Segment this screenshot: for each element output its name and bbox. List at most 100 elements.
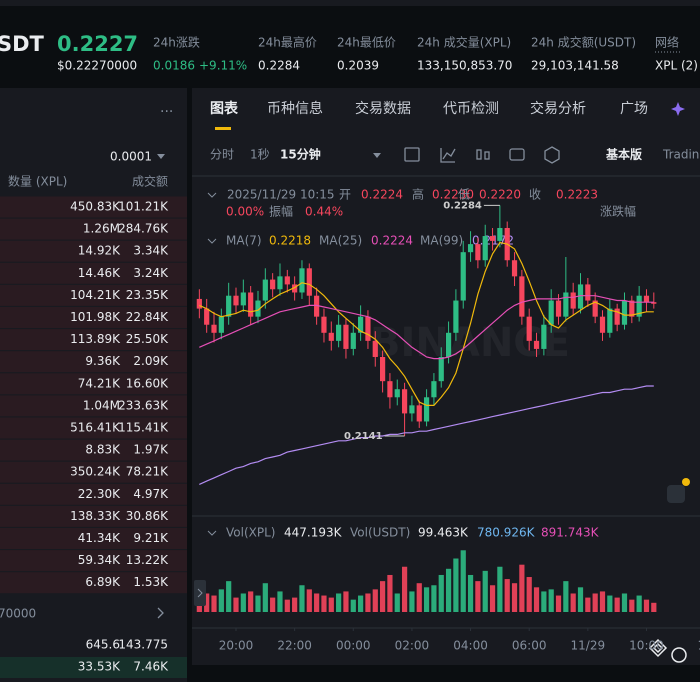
depth-bar [0, 528, 187, 549]
candle-body [284, 276, 290, 285]
volume-bar [299, 585, 305, 612]
interval[interactable]: 15分钟 [280, 147, 321, 162]
icon-line[interactable] [442, 148, 456, 160]
volume-bar [372, 589, 378, 612]
ask-quantity: 59.34K [78, 553, 121, 567]
interval[interactable]: 分时 [210, 148, 234, 162]
candle-body [592, 300, 598, 317]
stat-label: 24h最高价 [258, 35, 317, 50]
candle-body [629, 300, 635, 317]
volume-bar [416, 583, 422, 612]
ask-quantity: 9.36K [85, 354, 121, 368]
ask-amount: 9.21K [133, 531, 169, 545]
ma-value: 0.2224 [371, 234, 413, 248]
interval[interactable]: 1秒 [250, 148, 270, 162]
candle-body [577, 284, 584, 309]
tab[interactable]: 广场 [620, 101, 648, 117]
volume-bar [365, 593, 371, 612]
icon-settings[interactable] [509, 148, 525, 161]
icon-indicator[interactable] [440, 148, 455, 163]
icon-candle[interactable] [484, 151, 490, 160]
volume-bar [314, 593, 320, 612]
menu[interactable]: ··· [160, 104, 173, 120]
volume-bar [233, 597, 239, 612]
icon-calendar[interactable] [404, 147, 420, 162]
stat-label: 24h涨跌 [153, 35, 200, 50]
stat-value: 0.2284 [258, 59, 300, 73]
volume-bar [423, 587, 430, 612]
ask-quantity: 8.83K [85, 443, 121, 457]
at-icon [671, 647, 687, 663]
ohlc-label: 低 [458, 188, 470, 202]
ask-quantity: 14.92K [78, 244, 121, 258]
tab[interactable]: 币种信息 [267, 100, 323, 117]
depth-bar [0, 373, 187, 395]
ask-amount: 1.97K [133, 443, 169, 457]
ask-quantity: 113.89K [70, 332, 121, 346]
tab[interactable]: 交易数据 [355, 100, 411, 117]
candle-body [358, 316, 364, 333]
depth-bar [0, 395, 187, 417]
stat-change: +9.11% [199, 59, 247, 73]
candle-body [585, 284, 591, 301]
sparkle-icon[interactable] [671, 102, 685, 116]
ask-quantity: 74.21K [78, 376, 121, 390]
stat-label: 24h最低价 [337, 36, 396, 50]
tick-size[interactable]: 0.0001 [110, 150, 152, 164]
volume-bar [358, 595, 364, 612]
icon-hex[interactable] [544, 146, 560, 164]
candle-body [489, 236, 496, 241]
candle-body [211, 324, 217, 333]
candle-body [607, 308, 613, 333]
candle-body [621, 300, 628, 325]
candle-body [196, 298, 202, 309]
chevron[interactable] [157, 607, 164, 619]
book-icon[interactable] [667, 485, 685, 503]
bid-amount: 143.775 [118, 638, 168, 652]
candle-body [306, 268, 312, 296]
volume-bar [453, 558, 459, 612]
candle-body [497, 227, 503, 241]
tab[interactable]: 代币检测 [443, 101, 499, 117]
candle-body [519, 276, 525, 317]
candle-body [555, 300, 562, 317]
ohlc-value: 0.2220 [479, 188, 521, 202]
depth-bar [0, 439, 187, 461]
symbol: SDT [0, 32, 45, 56]
ask-amount: 13.22K [126, 553, 169, 567]
scroll-handle[interactable] [194, 580, 206, 606]
candle-body [401, 389, 408, 414]
volume-bar [431, 585, 437, 612]
stat-label: 24h 成交量(XPL) [417, 35, 511, 50]
x-tick-label: 20:00 [219, 639, 254, 653]
icon-candle[interactable] [476, 149, 482, 160]
candle-body [438, 356, 444, 382]
mode[interactable]: 基本版 [605, 147, 642, 162]
volume-bar [394, 593, 400, 612]
dropdown-arrow[interactable] [373, 153, 381, 158]
mode-extra[interactable]: Tradin [662, 148, 699, 162]
volume-bar [607, 595, 613, 612]
x-tick-label: 12 [697, 639, 700, 653]
candle-body [336, 324, 342, 341]
depth-bar [0, 417, 187, 439]
ask-amount: 1.53K [133, 575, 169, 589]
ohlc-label: 振幅 [269, 204, 293, 219]
volume-bar [211, 595, 217, 612]
logo [648, 638, 668, 658]
ask-quantity: 1.26M [83, 222, 120, 236]
volume-bar [636, 595, 642, 612]
volume-bar [248, 591, 254, 612]
candle-body [651, 302, 657, 304]
tab[interactable]: 图表 [210, 100, 239, 117]
volume-bar [467, 574, 474, 612]
candle-body [394, 389, 400, 398]
candle-body [387, 381, 393, 398]
bid-quantity: 33.53K [78, 660, 121, 674]
volume-bar [336, 593, 342, 612]
volume-bar [460, 550, 466, 612]
ma-label: MA(99) [420, 234, 463, 248]
ask-quantity: 350.24K [70, 465, 121, 479]
tab[interactable]: 交易分析 [530, 100, 586, 117]
depth-bar [0, 505, 187, 527]
